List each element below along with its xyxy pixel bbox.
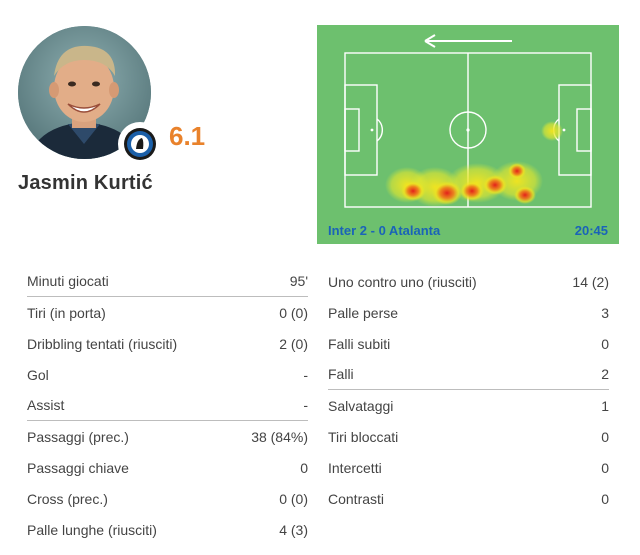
stat-row-tiri-bloccati: Tiri bloccati 0 [328,421,609,452]
stat-value: 2 [601,366,609,382]
match-score: Inter 2 - 0 Atalanta [328,223,441,238]
stat-row-gol: Gol - [27,359,308,390]
player-rating: 6.1 [169,121,206,151]
player-name: Jasmin Kurtić [18,172,153,194]
player-avatar-wrap [18,26,162,166]
stats-left-column: Minuti giocati 95' Tiri (in porta) 0 (0)… [27,266,308,545]
stat-label: Assist [27,397,65,413]
stat-label: Uno contro uno (riusciti) [328,273,477,290]
stat-label: Salvataggi [328,397,394,414]
stat-value: 0 [300,459,308,476]
stat-label: Passaggi (prec.) [27,428,129,445]
stat-value: 38 (84%) [251,428,308,445]
match-time: 20:45 [574,223,608,238]
stat-row-cross: Cross (prec.) 0 (0) [27,483,308,514]
stat-value: 0 [601,428,609,445]
stat-label: Palle lunghe (riusciti) [27,521,157,538]
stat-row-passaggi: Passaggi (prec.) 38 (84%) [27,421,308,452]
stat-row-falli: Falli 2 [328,359,609,390]
heatmap-pitch [344,34,592,208]
stat-label: Tiri (in porta) [27,304,106,321]
attack-direction-arrow-icon [424,34,512,48]
stat-label: Falli [328,366,354,382]
stat-value: - [303,366,308,383]
heat-zones [385,121,563,207]
stat-value: 0 [601,335,609,352]
heatmap-panel: Inter 2 - 0 Atalanta 20:45 [317,25,619,244]
stat-label: Contrasti [328,490,385,507]
stat-row-intercetti: Intercetti 0 [328,452,609,483]
stat-value: 2 (0) [279,335,308,352]
stat-row-assist: Assist - [27,390,308,421]
stat-value: 3 [601,304,609,321]
stat-label: Cross (prec.) [27,490,108,507]
stat-label: Dribbling tentati (riusciti) [27,335,178,352]
stat-value: 0 [601,459,609,476]
stats-right-column: Uno contro uno (riusciti) 14 (2) Palle p… [328,266,609,514]
stat-row-palle-perse: Palle perse 3 [328,297,609,328]
stat-row-falli-subiti: Falli subiti 0 [328,328,609,359]
stat-row-palle-lunghe: Palle lunghe (riusciti) 4 (3) [27,514,308,545]
stat-label: Gol [27,366,49,383]
stat-row-dribbling: Dribbling tentati (riusciti) 2 (0) [27,328,308,359]
player-photo [18,26,151,159]
stat-value: 0 (0) [279,490,308,507]
stat-label: Tiri bloccati [328,428,399,445]
stat-row-uno-contro-uno: Uno contro uno (riusciti) 14 (2) [328,266,609,297]
stat-row-minuti-giocati: Minuti giocati 95' [27,266,308,297]
stat-row-salvataggi: Salvataggi 1 [328,390,609,421]
stat-label: Palle perse [328,304,399,321]
stat-label: Intercetti [328,459,382,476]
stat-value: 0 [601,490,609,507]
stat-row-tiri: Tiri (in porta) 0 (0) [27,297,308,328]
stat-row-passaggi-chiave: Passaggi chiave 0 [27,452,308,483]
stat-label: Minuti giocati [27,273,109,289]
club-badge-icon [118,122,162,166]
stat-value: 95' [289,273,308,289]
stat-value: 4 (3) [279,521,308,538]
stat-label: Passaggi chiave [27,459,129,476]
stat-value: 1 [601,397,609,414]
stat-value: - [303,397,308,413]
stat-value: 14 (2) [572,273,609,290]
stat-row-contrasti: Contrasti 0 [328,483,609,514]
stat-label: Falli subiti [328,335,391,352]
stat-value: 0 (0) [279,304,308,321]
